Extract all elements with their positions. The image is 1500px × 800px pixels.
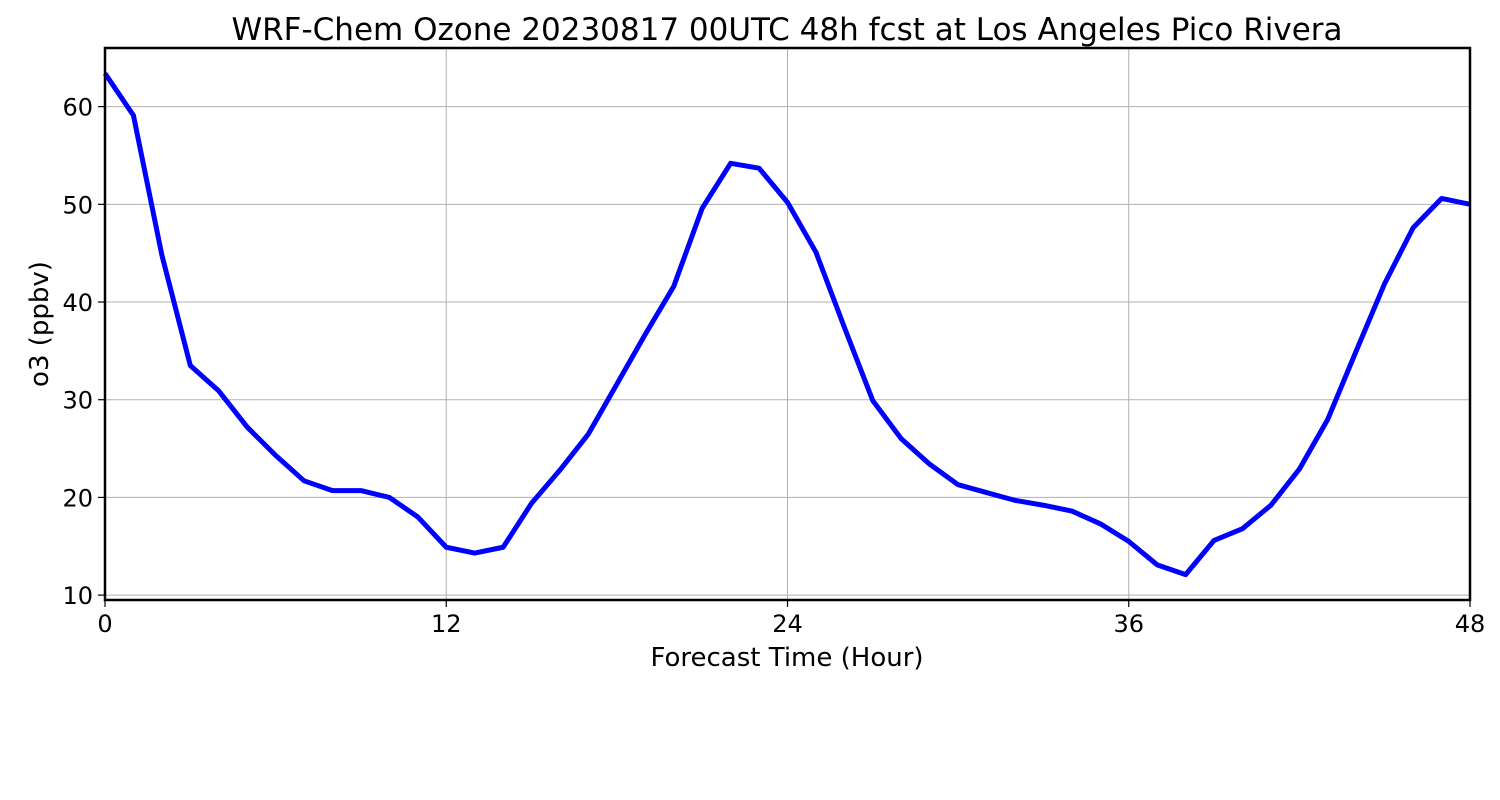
o3-data-point	[1383, 282, 1386, 285]
o3-data-point	[1014, 499, 1016, 502]
o3-data-point	[985, 491, 988, 494]
o3-data-point	[1327, 418, 1329, 421]
o3-data-point	[872, 399, 874, 402]
o3-data-point	[1127, 540, 1130, 543]
o3-data-point	[303, 480, 305, 482]
o3-data-point	[530, 502, 533, 505]
o3-data-point	[1071, 510, 1073, 512]
o3-data-point	[1355, 350, 1358, 352]
o3-data-point	[417, 516, 419, 518]
o3-data-point	[758, 167, 760, 169]
o3-data-point	[843, 326, 846, 329]
series-layer	[102, 71, 1471, 578]
o3-data-point	[815, 251, 817, 253]
o3-data-point	[473, 552, 476, 554]
o3-data-point	[559, 469, 561, 471]
o3-data-point	[132, 114, 135, 117]
y-tick-label: 60	[62, 94, 93, 122]
x-tick-label: 24	[772, 610, 803, 638]
o3-data-point	[1156, 564, 1158, 566]
chart-title: WRF-Chem Ozone 20230817 00UTC 48h fcst a…	[231, 12, 1342, 48]
y-tick-label: 40	[62, 289, 93, 317]
o3-data-point	[360, 489, 362, 492]
o3-data-point	[445, 546, 448, 549]
o3-data-point	[587, 433, 590, 435]
o3-data-point	[1270, 504, 1272, 507]
x-tick-label: 36	[1113, 610, 1144, 638]
o3-data-point	[217, 390, 220, 392]
o3-data-point	[1213, 539, 1215, 542]
x-tick-label: 48	[1455, 610, 1486, 638]
o3-data-point	[1440, 197, 1443, 200]
o3-data-point	[189, 364, 192, 367]
o3-data-point	[786, 201, 789, 204]
x-tick-label: 12	[431, 610, 462, 638]
o3-data-point	[672, 285, 675, 288]
o3-data-point	[502, 546, 504, 549]
o3-data-point	[1042, 504, 1045, 507]
o3-data-point	[388, 496, 391, 499]
o3-data-point	[246, 426, 248, 428]
o3-data-point	[644, 333, 647, 336]
o3-data-point	[616, 383, 618, 385]
axis-ticks: 0 12 24 36 48 10 20 30 40 50 60	[62, 94, 1485, 638]
o3-data-point	[1298, 468, 1301, 470]
o3-data-point	[331, 489, 334, 492]
o3-data-point	[1412, 226, 1414, 229]
o3-data-point	[274, 454, 277, 457]
o3-data-point	[701, 207, 703, 210]
o3-data-point	[161, 254, 163, 256]
y-tick-label: 50	[62, 191, 93, 219]
o3-data-point	[1184, 573, 1187, 576]
o3-data-point	[957, 483, 959, 486]
y-tick-label: 20	[62, 484, 93, 512]
y-axis-label: o3 (ppbv)	[25, 261, 55, 387]
y-tick-label: 30	[62, 387, 93, 415]
o3-data-point	[928, 463, 931, 465]
x-tick-label: 0	[97, 610, 112, 638]
o3-data-point	[1241, 527, 1244, 530]
x-axis-label: Forecast Time (Hour)	[650, 643, 923, 673]
o3-data-point	[1099, 522, 1102, 525]
o3-data-point	[729, 162, 732, 165]
o3-data-point	[900, 437, 903, 440]
y-tick-label: 10	[62, 582, 93, 610]
grid	[105, 48, 1470, 600]
